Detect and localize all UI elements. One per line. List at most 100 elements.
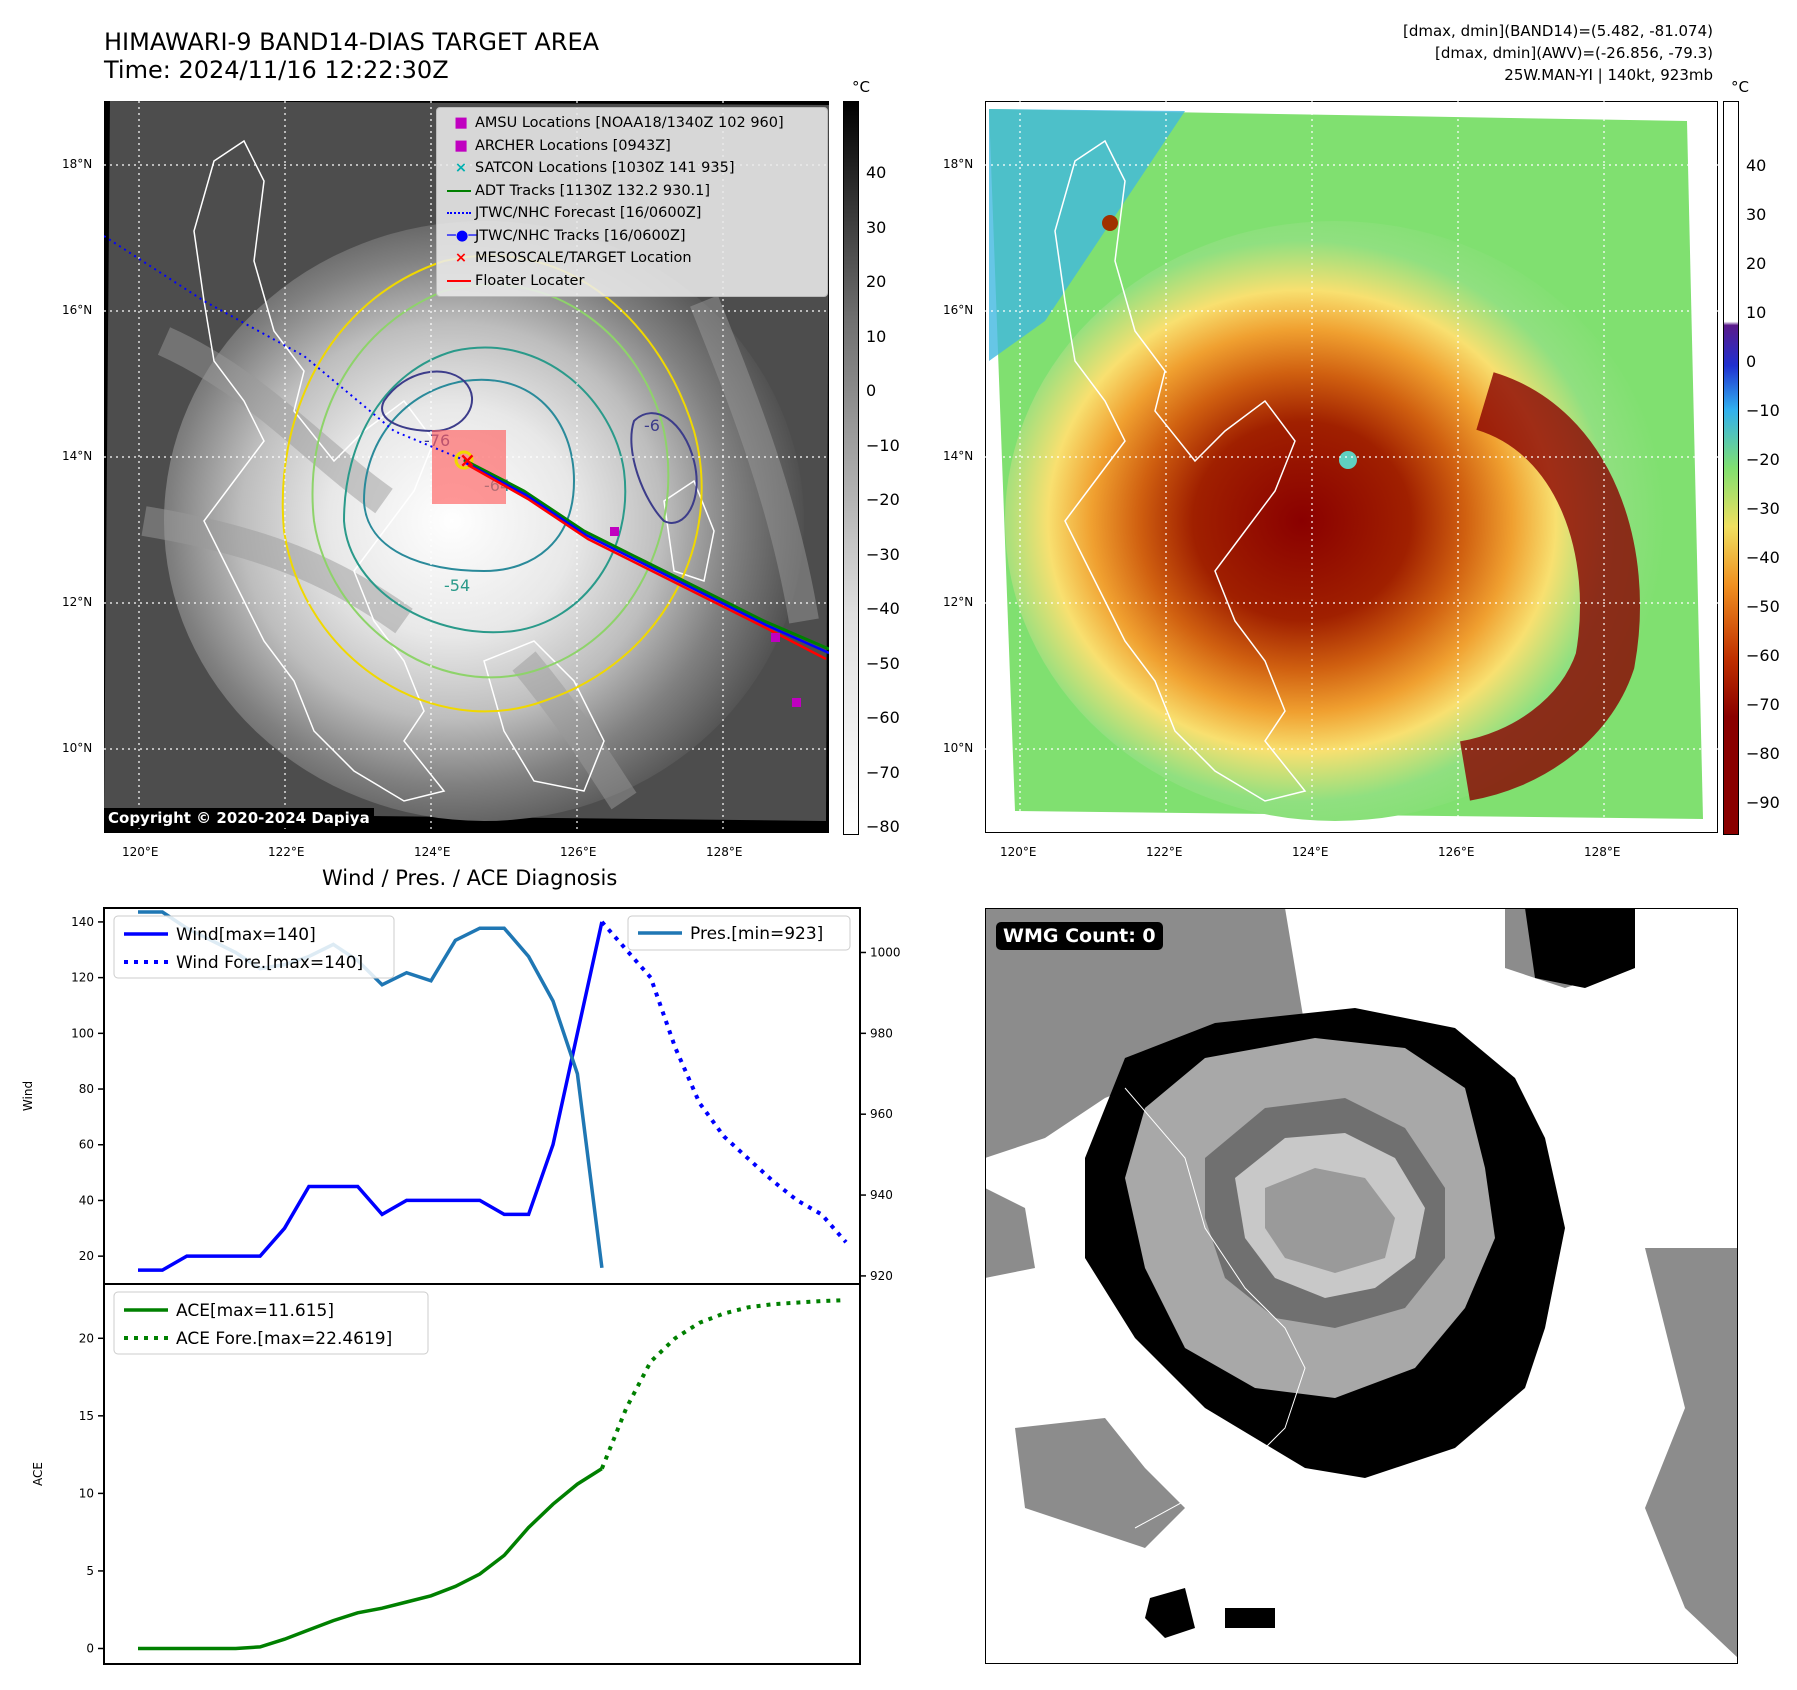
lon-label: 124°E (1292, 845, 1329, 859)
contour-label: -6 (644, 416, 660, 435)
lon-label: 122°E (1146, 845, 1183, 859)
coastline-luzon-2 (1054, 139, 1307, 802)
map-legend: ■ AMSU Locations [NOAA18/1340Z 102 960] ■… (436, 107, 828, 297)
wind-y-ticks: 20 40 60 80 100 120 140 (71, 915, 104, 1263)
wmg-gray-region (985, 1188, 1035, 1278)
tick-label: 920 (870, 1269, 893, 1283)
amsu-location-marker (610, 527, 619, 536)
eye-color (1339, 451, 1357, 469)
tick-label: 980 (870, 1026, 893, 1040)
lat-label: 12°N (62, 595, 93, 609)
eye-marker (454, 450, 474, 470)
ace-legend-label: ACE[max=11.615] (176, 1301, 334, 1321)
wind-forecast-series-line (600, 920, 848, 1244)
archer-location-marker (792, 698, 801, 707)
wind-series-line (138, 921, 604, 1272)
cold-cell (1102, 215, 1118, 231)
ace-axis-label: ACE (31, 1462, 45, 1486)
ace-forecast-legend-label: ACE Fore.[max=22.4619] (176, 1329, 392, 1349)
tick-label: 120 (71, 971, 94, 985)
ace-series-line (138, 1467, 603, 1651)
floater-track (467, 463, 827, 661)
legend-archer: ■ ARCHER Locations [0943Z] (454, 137, 671, 154)
contour-teal-inner (362, 378, 576, 573)
info-storm: 25W.MAN-YI | 140kt, 923mb (1504, 66, 1713, 84)
lat-label: 14°N (943, 449, 974, 463)
contour-teal-outer (342, 346, 627, 634)
lon-label: 128°E (706, 845, 743, 859)
legend-mesoscale: × MESOSCALE/TARGET Location (454, 250, 692, 266)
coastline-luzon (193, 139, 446, 802)
ace-y-ticks: 0 5 10 15 20 (79, 1331, 104, 1655)
colorbar-color-unit: °C (1731, 78, 1749, 96)
wmg-count-badge: WMG Count: 0 (996, 922, 1163, 950)
legend-jtwc-forecast: JTWC/NHC Forecast [16/0600Z] (447, 202, 784, 225)
wmg-black-region (1525, 908, 1635, 988)
cold-cloud-region (989, 109, 1185, 361)
tick-label: 1000 (870, 945, 901, 959)
jtwc-track (465, 461, 829, 655)
tick-label: 20 (79, 1331, 94, 1345)
lon-label: 126°E (1438, 845, 1475, 859)
lon-label: 122°E (268, 845, 305, 859)
coastline-visayas (483, 479, 715, 792)
map2-gridlines (985, 101, 1718, 833)
wmg-gray-region (1645, 1248, 1738, 1658)
tick-label: 940 (870, 1188, 893, 1202)
wmg-gray-region (985, 908, 1305, 1158)
legend-adt: ADT Tracks [1130Z 132.2 930.1] (447, 180, 784, 203)
wind-forecast-legend-label: Wind Fore.[max=140] (176, 953, 363, 973)
adt-track (463, 458, 829, 651)
tick-label: 140 (71, 915, 94, 929)
wmg-gray-region (1015, 1418, 1185, 1548)
tick-label: 20 (79, 1249, 94, 1263)
info-band14: [dmax, dmin](BAND14)=(5.482, -81.074) (1402, 22, 1713, 40)
lat-label: 14°N (62, 449, 93, 463)
ace-legend: ACE[max=11.615] ACE Fore.[max=22.4619] (113, 1291, 429, 1355)
contour-lightgreen (311, 283, 670, 679)
colorbar-gray-unit: °C (852, 78, 870, 96)
wmg-black-region (1145, 1588, 1275, 1638)
lat-label: 10°N (943, 741, 974, 755)
mesoscale-target-marker: × (459, 448, 476, 472)
archer-location-marker (771, 633, 780, 642)
colorbar-gray-ticks: 40 30 20 10 0 −10 −20 −30 −40 −50 −60 −70 −80 (866, 163, 900, 836)
wind-axis-label: Wind (21, 1081, 35, 1111)
diagnosis-title: Wind / Pres. / ACE Diagnosis (322, 866, 618, 890)
cloud-shield (164, 221, 804, 821)
info-awv: [dmax, dmin](AWV)=(-26.856, -79.3) (1434, 44, 1713, 62)
ace-axes-frame (103, 1283, 861, 1665)
pres-y-ticks: 920 940 960 980 1000 (860, 945, 901, 1283)
lon-label: 126°E (560, 845, 597, 859)
storm-colored (1005, 221, 1665, 821)
lon-label: 128°E (1584, 845, 1621, 859)
lat-label: 10°N (62, 741, 93, 755)
wmg-coastline (1124, 1087, 1306, 1529)
wind-legend: Wind[max=140] Wind Fore.[max=140] (113, 915, 395, 979)
tick-label: 80 (79, 1082, 94, 1096)
ace-forecast-series-line (600, 1298, 847, 1470)
contour-navy (381, 370, 698, 524)
legend-jtwc-tracks: ─●─JTWC/NHC Tracks [16/0600Z] (447, 227, 686, 244)
legend-amsu: ■ AMSU Locations [NOAA18/1340Z 102 960] (454, 115, 784, 131)
contour-yellow (281, 254, 703, 713)
rainband-cold (1459, 372, 1640, 801)
lat-label: 16°N (943, 303, 974, 317)
wmg-eye-core (1265, 1168, 1395, 1273)
tick-label: 5 (86, 1564, 94, 1578)
wind-legend-label: Wind[max=140] (176, 925, 316, 945)
lon-label: 120°E (1000, 845, 1037, 859)
tick-label: 40 (79, 1193, 94, 1207)
jtwc-forecast-track (104, 235, 465, 461)
copyright-label: Copyright © 2020-2024 Dapiya (104, 808, 374, 828)
colorbar-gray (843, 101, 859, 835)
tick-label: 10 (79, 1486, 94, 1500)
lat-label: 18°N (943, 157, 974, 171)
lon-label: 120°E (122, 845, 159, 859)
lat-label: 18°N (62, 157, 93, 171)
diagnosis-chart[interactable]: 20 40 60 80 100 120 140 920 940 960 980 1000 0 5 10 1… (20, 900, 920, 1670)
tick-label: 60 (79, 1138, 94, 1152)
color-ir-map-panel[interactable] (985, 101, 1718, 833)
wmg-panel[interactable] (985, 908, 1738, 1664)
colorbar-color-ticks: 40 30 20 10 0 −10 −20 −30 −40 −50 −60 −70 −80 −90 (1746, 156, 1780, 812)
